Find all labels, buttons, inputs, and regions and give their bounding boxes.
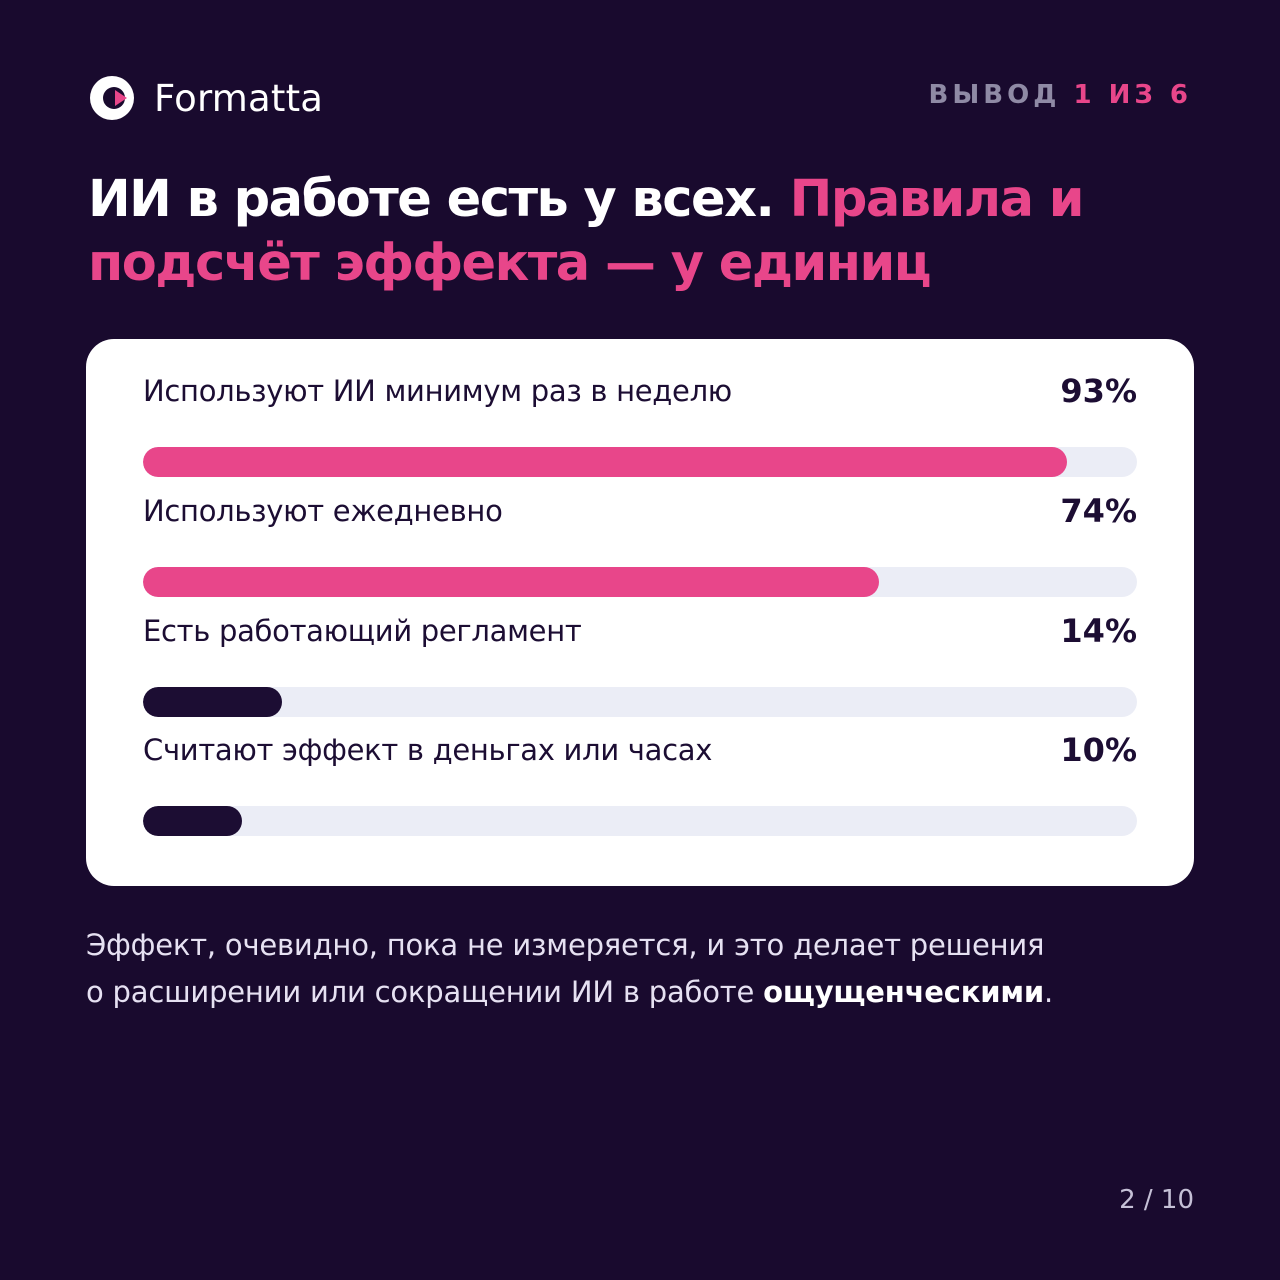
chart-card: Используют ИИ минимум раз в неделю 93% Исп…	[86, 339, 1194, 886]
page-title: ИИ в работе есть у всех. Правила и подсч…	[88, 168, 1208, 296]
bar-value-label: 93%	[1060, 372, 1137, 410]
bar-label: Используют ежедневно	[143, 494, 503, 528]
bar	[143, 806, 243, 836]
bar-row: Используют ИИ минимум раз в неделю 93%	[143, 339, 1137, 477]
page-number: 2 / 10	[1119, 1185, 1194, 1215]
brand-logo: Formatta	[88, 72, 323, 124]
bar-label: Есть работающий регламент	[143, 614, 582, 648]
bar-row: Есть работающий регламент 14%	[143, 579, 1137, 717]
conclusion-text: Эффект, очевидно, пока не измеряется, и …	[86, 922, 1206, 1016]
counter-prefix: ВЫВОД	[928, 80, 1061, 110]
bar-track	[143, 806, 1137, 836]
counter-total: 6	[1169, 80, 1192, 110]
bar-row: Считают эффект в деньгах или часах 10%	[143, 698, 1137, 836]
bar-label: Считают эффект в деньгах или часах	[143, 733, 713, 767]
bar-row: Используют ежедневно 74%	[143, 459, 1137, 597]
title-pink: Правила и подсчёт эффекта — у единиц	[88, 170, 1085, 293]
formatta-logo-icon	[88, 74, 136, 122]
bar-track	[143, 687, 1137, 717]
bar-value-label: 74%	[1060, 492, 1137, 530]
bar-value-label: 10%	[1060, 731, 1137, 769]
conclusion-emphasis: ощущенческими	[763, 975, 1044, 1009]
bar-value-label: 14%	[1060, 612, 1137, 650]
slide-counter: ВЫВОД 1 ИЗ 6	[929, 80, 1192, 110]
bar	[143, 687, 283, 717]
bar-label: Используют ИИ минимум раз в неделю	[143, 374, 732, 408]
bar-track	[143, 447, 1137, 477]
bar	[143, 567, 879, 597]
bar	[143, 447, 1068, 477]
counter-sep: ИЗ	[1108, 80, 1157, 110]
conclusion-period: .	[1044, 975, 1054, 1009]
counter-current: 1	[1073, 80, 1096, 110]
title-white: ИИ в работе есть у всех.	[88, 170, 775, 229]
conclusion-line2: о расширении или сокращении ИИ в работе	[86, 975, 755, 1009]
bar-track	[143, 567, 1137, 597]
conclusion-line1: Эффект, очевидно, пока не измеряется, и …	[86, 928, 1045, 962]
brand-name: Formatta	[154, 76, 324, 120]
